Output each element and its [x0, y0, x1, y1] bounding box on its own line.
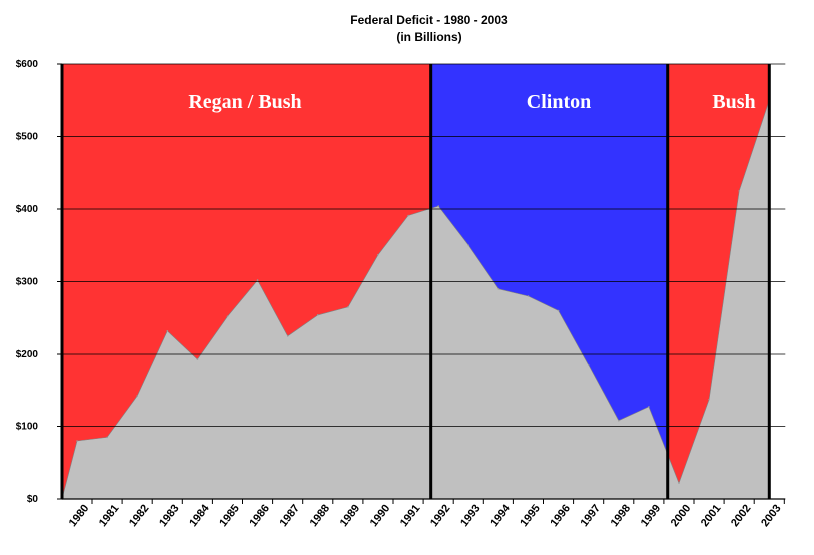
data-point-13: [437, 205, 440, 207]
data-point-8: [286, 335, 289, 337]
y-axis-ticks: $0 $100 $200 $300 $400 $500 $600: [16, 59, 62, 505]
data-point-2: [106, 436, 108, 439]
x-tick-label-9: 1989: [338, 502, 363, 529]
x-tick-label-6: 1986: [247, 502, 272, 529]
era-label-1: Clinton: [527, 91, 591, 113]
y-tick-label-2: $200: [16, 349, 39, 360]
x-tick-label-17: 1997: [579, 502, 604, 529]
x-tick-label-3: 1983: [157, 502, 182, 529]
data-point-12: [407, 214, 409, 217]
data-point-10: [347, 306, 349, 308]
y-tick-label-1: $100: [16, 422, 39, 433]
x-axis-ticks: 1980 1981 1982 1983 1984 1985 1986 1987 1988 1989…: [67, 499, 785, 529]
x-tick-label-4: 1984: [187, 502, 212, 529]
era-label-0: Regan / Bush: [188, 91, 301, 113]
era-labels: Regan / Bush Clinton Bush: [188, 91, 755, 113]
x-tick-label-2: 1982: [127, 502, 152, 529]
data-point-17: [557, 309, 560, 312]
chart-subtitle: (in Billions): [396, 30, 461, 44]
y-tick-label-3: $300: [16, 277, 39, 288]
data-point-19: [618, 419, 620, 422]
x-tick-label-10: 1990: [368, 502, 393, 529]
data-point-14: [467, 244, 470, 247]
gridlines: [62, 63, 786, 427]
data-point-21: [678, 482, 680, 484]
data-point-7: [256, 279, 259, 281]
era-label-2: Bush: [712, 91, 755, 113]
data-point-18: [587, 364, 590, 366]
x-tick-label-1: 1981: [97, 502, 122, 529]
y-tick-label-6: $600: [16, 59, 39, 70]
x-tick-label-21: 2001: [699, 502, 724, 529]
y-tick-label-4: $400: [16, 204, 39, 215]
data-point-4: [166, 330, 169, 332]
data-point-11: [377, 253, 379, 256]
data-point-23: [738, 190, 740, 192]
x-tick-label-15: 1995: [518, 502, 543, 529]
x-tick-label-12: 1992: [428, 502, 453, 529]
data-point-15: [497, 287, 500, 290]
data-point-5: [196, 358, 199, 360]
data-point-22: [708, 398, 710, 401]
x-tick-label-22: 2002: [729, 502, 754, 529]
y-tick-label-5: $500: [16, 132, 39, 143]
y-tick-label-0: $0: [27, 494, 39, 505]
data-point-9: [317, 314, 319, 316]
chart-title: Federal Deficit - 1980 - 2003: [350, 13, 508, 27]
x-tick-label-7: 1987: [278, 502, 303, 529]
data-point-1: [76, 440, 78, 442]
data-point-6: [226, 315, 229, 318]
x-tick-label-18: 1998: [609, 502, 634, 529]
chart-title-group: Federal Deficit - 1980 - 2003 (in Billio…: [350, 13, 508, 44]
x-tick-label-8: 1988: [308, 502, 333, 529]
x-tick-label-13: 1993: [458, 502, 483, 529]
data-point-3: [136, 395, 138, 397]
data-point-20: [648, 406, 650, 408]
x-tick-label-14: 1994: [488, 502, 513, 529]
x-tick-label-5: 1985: [217, 502, 242, 529]
x-tick-label-0: 1980: [67, 502, 92, 529]
x-tick-label-11: 1991: [398, 502, 423, 529]
x-tick-label-20: 2000: [669, 502, 694, 529]
x-tick-label-16: 1996: [548, 502, 573, 529]
x-tick-label-23: 2003: [759, 502, 784, 529]
data-point-16: [527, 295, 530, 297]
x-tick-label-19: 1999: [639, 502, 664, 529]
